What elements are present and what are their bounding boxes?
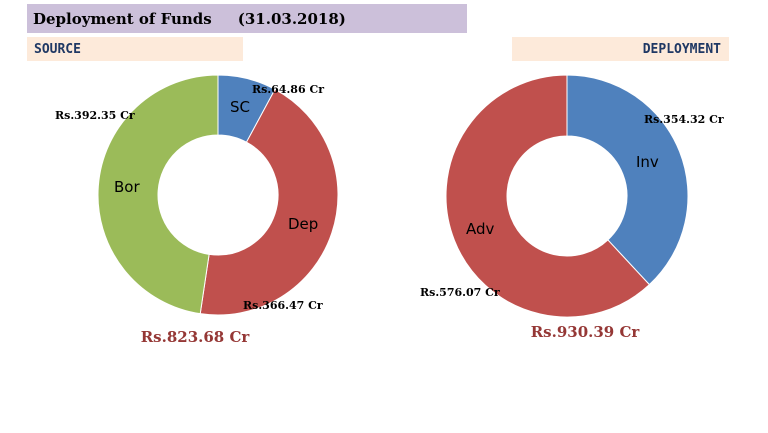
source-value-label-dep: Rs.366.47 Cr [243, 299, 323, 312]
deployment-category-label-inv: Inv [636, 153, 659, 171]
source-slice-dep [199, 88, 339, 316]
source-value-label-bor: Rs.392.35 Cr [55, 109, 135, 122]
deployment-category-label-adv: Adv [466, 220, 495, 238]
deployment-slice-inv [566, 74, 689, 286]
page-title: Deployment of Funds [33, 9, 212, 28]
source-slice-bor [97, 74, 219, 315]
source-category-label-dep: Dep [288, 215, 318, 233]
deployment-value-label-inv: Rs.354.32 Cr [644, 113, 724, 126]
source-category-label-bor: Bor [114, 178, 140, 196]
source-section-label: SOURCE [27, 37, 243, 61]
deployment-section-label: DEPLOYMENT [512, 37, 729, 61]
title-date: (31.03.2018) [237, 9, 346, 28]
source-value-label-sc: Rs.64.86 Cr [252, 83, 324, 96]
deployment-slice-adv [445, 74, 651, 318]
source-category-label-sc: SC [230, 98, 250, 116]
source-total-label: Rs.823.68 Cr [141, 328, 251, 346]
deployment-total-label: Rs.930.39 Cr [531, 323, 641, 341]
title-bar: Deployment of Funds (31.03.2018) [27, 4, 467, 33]
deployment-value-label-adv: Rs.576.07 Cr [420, 286, 500, 299]
